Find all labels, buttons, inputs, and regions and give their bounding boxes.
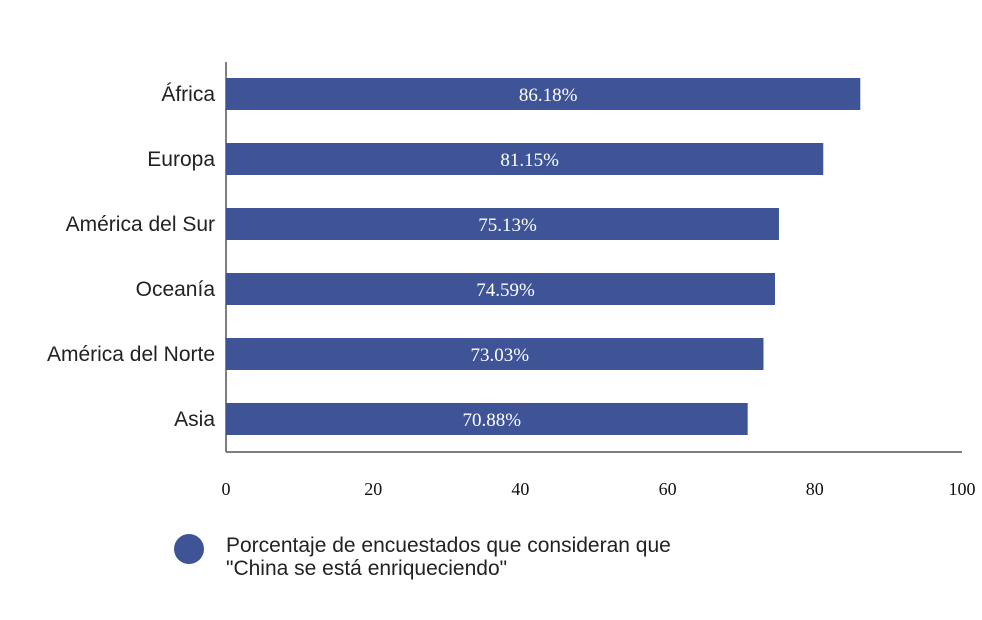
bar [226, 273, 775, 305]
bar [226, 78, 861, 110]
x-tick-label: 0 [222, 479, 231, 499]
data-label: 81.15% [500, 150, 559, 171]
data-label: 74.59% [476, 280, 535, 301]
x-tick-label: 100 [949, 479, 976, 499]
category-label: Europa [147, 148, 215, 171]
x-tick-label: 20 [364, 479, 382, 499]
x-tick-label: 80 [806, 479, 824, 499]
category-label: África [161, 83, 215, 106]
category-label: América del Norte [47, 343, 215, 366]
bar [226, 208, 779, 240]
category-label: América del Sur [66, 213, 215, 236]
x-tick-label: 60 [659, 479, 677, 499]
x-tick-label: 40 [511, 479, 529, 499]
legend-marker [174, 534, 204, 564]
bar [226, 338, 764, 370]
data-label: 75.13% [478, 215, 537, 236]
category-label: Asia [174, 408, 215, 431]
data-label: 70.88% [463, 410, 522, 431]
legend: Porcentaje de encuestados que consideran… [174, 534, 671, 580]
bar [226, 143, 824, 175]
bar [226, 403, 748, 435]
data-label: 86.18% [519, 85, 578, 106]
data-label: 73.03% [470, 345, 529, 366]
legend-label: Porcentaje de encuestados que consideran… [226, 534, 671, 580]
category-label: Oceanía [136, 278, 216, 301]
